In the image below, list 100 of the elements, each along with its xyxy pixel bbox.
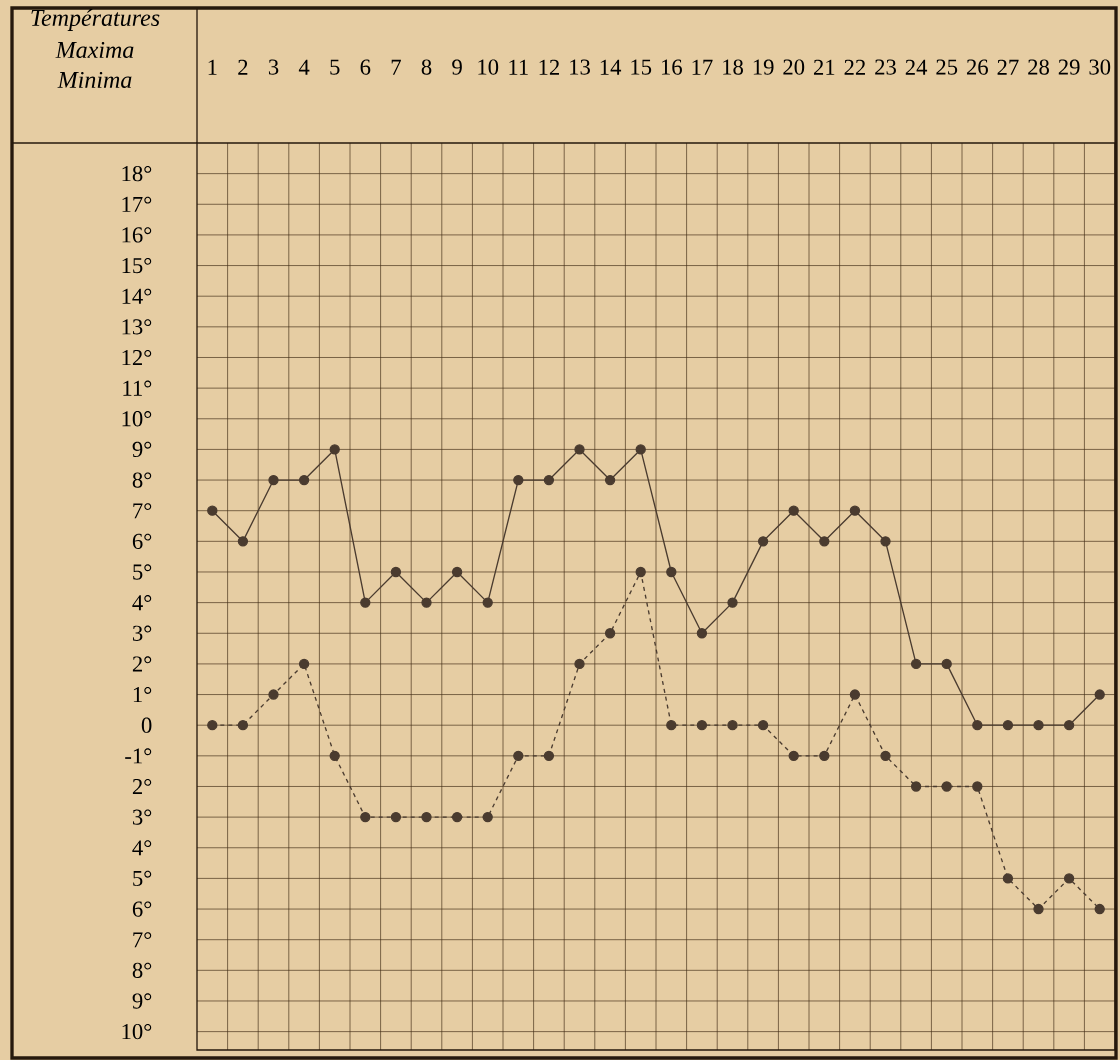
x-tick-label: 13 [570,59,590,75]
x-tick-label: 6 [360,59,371,75]
x-tick-label: 4 [298,59,310,75]
point [727,597,738,608]
point [1002,720,1014,731]
point [757,536,769,547]
x-tick-label: 23 [875,59,896,75]
x-tick-label: 21 [813,59,835,75]
point [421,597,432,608]
point [207,505,218,516]
y-tick-label: 11° [123,380,152,396]
x-tick-label: 18 [723,59,743,75]
text: Minima [57,71,132,89]
point [1002,873,1014,884]
x-tick-label: 28 [1028,59,1049,75]
y-tick-label: 10° [122,411,152,427]
point [482,811,493,823]
x-tick-label: 12 [539,59,559,75]
point [451,811,463,823]
x-tick-label: 15 [631,59,652,75]
point [635,566,646,578]
point [941,781,952,792]
y-tick-label: 18° [122,165,152,182]
point [880,750,891,762]
point [819,536,830,547]
point [237,536,249,547]
y-tick-label: 14° [122,288,152,304]
y-tick-label: 5° [133,564,152,580]
y-tick-label: 2° [132,778,152,795]
x-tick-label: 26 [966,59,988,75]
point [268,689,279,700]
point [574,658,585,670]
x-tick-label: 19 [753,59,774,75]
y-tick-label: 10° [122,1023,152,1040]
y-tick-label: 15° [122,257,152,274]
point [1094,689,1105,700]
point [298,474,310,486]
point [910,781,922,792]
x-tick-label: 3 [268,59,279,75]
y-tick-label: 6° [132,533,152,549]
x-tick-label: 20 [783,59,805,75]
point [543,474,555,486]
point [1033,903,1044,915]
x-tick-label: 17 [692,59,713,75]
y-tick-label: 17° [122,196,152,212]
point [482,597,493,608]
point [329,444,340,455]
point [635,444,646,455]
point [360,811,371,823]
point [513,750,524,762]
y-tick-label: 5° [133,870,152,887]
point [696,720,708,731]
x-tick-label: 8 [421,59,432,75]
x-tick-label: 11 [509,59,528,75]
point [1094,903,1105,915]
point [819,750,830,762]
y-tick-label: 6° [132,901,152,917]
point [972,781,983,792]
x-tick-label: 7 [391,59,401,75]
point [237,720,249,731]
x-tick-label: 14 [600,59,622,75]
point [268,474,279,486]
y-tick-label: 3° [132,625,152,641]
point [604,628,616,639]
y-tick-label: 4° [132,840,152,856]
point [727,720,738,731]
point [666,720,677,731]
point [880,536,891,547]
y-tick-label: 1° [133,687,152,703]
y-tick-label: 9° [132,441,152,458]
x-tick-label: 22 [844,59,865,75]
point [910,658,922,670]
point [696,628,708,639]
x-tick-label: 10 [478,59,499,75]
text: Maxima [55,41,134,59]
point [390,566,402,578]
x-tick-label: 27 [997,59,1019,75]
x-tick-label: 5 [330,59,340,75]
point [788,750,799,762]
y-tick-label: 13° [122,319,152,335]
point [941,658,952,670]
point [604,474,616,486]
point [1033,720,1044,731]
y-tick-label: 8° [132,962,152,978]
x-tick-label: 16 [661,59,682,75]
x-tick-label: 24 [905,59,928,75]
point [849,689,861,700]
point [972,720,983,731]
point [543,750,555,762]
x-tick-label: 25 [936,59,958,75]
point [207,720,218,731]
y-axis-title: Températures [31,9,160,31]
point [849,505,861,516]
point [451,566,463,578]
point [1063,720,1075,731]
point [757,720,769,731]
y-tick-label: 8° [132,472,152,488]
y-tick-label: 0 [141,717,152,733]
point [360,597,371,608]
point [421,811,432,823]
